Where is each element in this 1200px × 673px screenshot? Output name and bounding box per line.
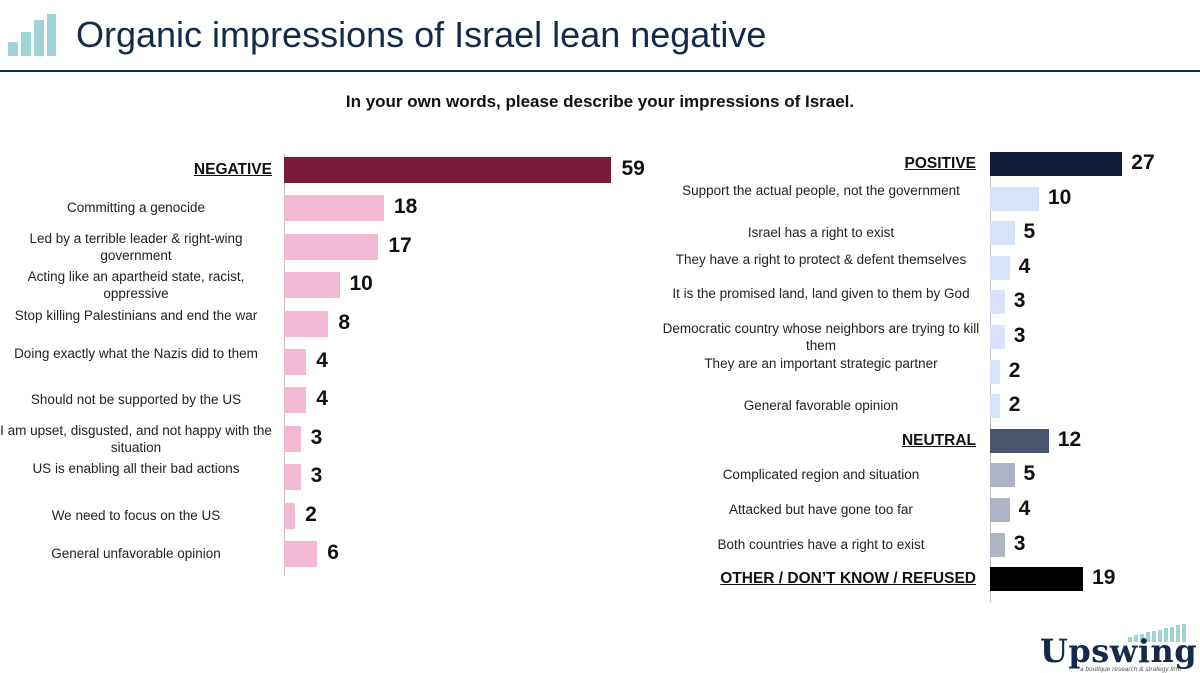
left-value-general-unfavorable-opinion: 6 <box>327 541 339 564</box>
right-bar-general-favorable-opinion <box>990 394 1000 419</box>
right-label-they-have-a-right-to-protect-defent-them: They have a right to protect & defent th… <box>675 251 967 267</box>
right-label-positive: POSITIVE <box>904 155 977 172</box>
left-label-i-am-upset-disgusted-and-not-happy-with-: I am upset, disgusted, and not happy wit… <box>0 422 272 455</box>
right-label-both-countries-have-a-right-to-exist: Both countries have a right to exist <box>717 536 925 552</box>
right-value-neutral: 12 <box>1057 427 1082 451</box>
page-title: Organic impressions of Israel lean negat… <box>76 14 767 55</box>
right-value-complicated-region-and-situation: 5 <box>1023 462 1036 486</box>
left-bar-stop-killing-palestinians-and-end-the-wa <box>284 310 329 337</box>
left-bar-general-unfavorable-opinion <box>284 541 318 567</box>
right-label-neutral: NEUTRAL <box>901 431 976 449</box>
right-bar-neutral <box>990 428 1049 453</box>
left-bar-should-not-be-supported-by-the-us <box>284 387 307 414</box>
left-label-general-unfavorable-opinion: General unfavorable opinion <box>51 546 221 561</box>
right-value-support-the-actual-people-not-the-govern: 10 <box>1048 185 1072 209</box>
right-label-general-favorable-opinion: General favorable opinion <box>743 398 899 414</box>
left-label-negative: NEGATIVE <box>193 161 272 178</box>
left-value-us-is-enabling-all-their-bad-actions: 3 <box>310 464 323 488</box>
title-divider <box>0 70 1200 72</box>
left-value-committing-a-genocide: 18 <box>393 195 418 219</box>
left-label-stop-killing-palestinians-and-end-the-wa: Stop killing Palestinians and end the wa… <box>14 307 258 323</box>
left-bar-committing-a-genocide <box>284 195 384 222</box>
positive-neutral-impressions-chart: POSITIVE 27 Support the actual people, not… <box>660 150 1200 602</box>
left-value-stop-killing-palestinians-and-end-the-wa: 8 <box>338 310 351 334</box>
right-bar-attacked-but-have-gone-too-far <box>990 498 1010 522</box>
left-value-should-not-be-supported-by-the-us: 4 <box>316 387 328 411</box>
brand-name: Upswing <box>1040 632 1198 670</box>
chart-subtitle: In your own words, please describe your … <box>345 92 855 111</box>
left-label-acting-like-an-apartheid-state-racist-op: Acting like an apartheid state, racist, … <box>27 269 245 302</box>
right-bar-it-is-the-promised-land-land-given-to-th <box>990 290 1005 315</box>
right-value-attacked-but-have-gone-too-far: 4 <box>1018 497 1031 520</box>
right-bar-israel-has-a-right-to-exist <box>990 221 1015 246</box>
right-bar-positive <box>990 152 1123 176</box>
left-value-i-am-upset-disgusted-and-not-happy-with-: 3 <box>310 425 323 449</box>
right-label-complicated-region-and-situation: Complicated region and situation <box>722 467 920 483</box>
right-value-israel-has-a-right-to-exist: 5 <box>1023 220 1036 244</box>
right-value-they-are-an-important-strategic-partner: 2 <box>1008 358 1021 382</box>
right-label-attacked-but-have-gone-too-far: Attacked but have gone too far <box>729 502 913 517</box>
left-label-committing-a-genocide: Committing a genocide <box>66 200 206 216</box>
right-label-it-is-the-promised-land-land-given-to-th: It is the promised land, land given to t… <box>672 286 970 302</box>
left-bar-i-am-upset-disgusted-and-not-happy-with- <box>284 425 301 452</box>
left-value-we-need-to-focus-on-the-us: 2 <box>305 502 317 526</box>
right-label-other-don-t-know-refused: OTHER / DON’T KNOW / REFUSED <box>720 570 976 588</box>
right-value-other-don-t-know-refused: 19 <box>1092 566 1116 590</box>
right-bar-they-have-a-right-to-protect-defent-them <box>990 255 1010 280</box>
left-value-acting-like-an-apartheid-state-racist-op: 10 <box>349 272 373 296</box>
left-bar-we-need-to-focus-on-the-us <box>284 502 296 529</box>
left-value-doing-exactly-what-the-nazis-did-to-them: 4 <box>316 349 328 372</box>
brand-tagline: a boutique research & strategy firm <box>1080 666 1182 673</box>
negative-impressions-chart: NEGATIVE 59 Committing a genocide 18 Led by … <box>0 150 680 580</box>
right-value-they-have-a-right-to-protect-defent-them: 4 <box>1018 254 1031 278</box>
right-bar-democratic-country-whose-neighbors-are-t <box>990 325 1005 349</box>
left-value-led-by-a-terrible-leader-right-wing-gove: 17 <box>388 233 412 257</box>
right-bar-both-countries-have-a-right-to-exist <box>990 532 1005 557</box>
left-label-us-is-enabling-all-their-bad-actions: US is enabling all their bad actions <box>32 461 240 477</box>
left-value-negative: 59 <box>621 157 645 180</box>
right-label-they-are-an-important-strategic-partner: They are an important strategic partner <box>704 355 938 371</box>
left-label-doing-exactly-what-the-nazis-did-to-them: Doing exactly what the Nazis did to them <box>14 346 258 361</box>
right-value-general-favorable-opinion: 2 <box>1008 393 1021 417</box>
left-label-we-need-to-focus-on-the-us: We need to focus on the US <box>51 507 221 523</box>
right-bar-other-don-t-know-refused <box>990 567 1084 592</box>
right-value-both-countries-have-a-right-to-exist: 3 <box>1013 531 1026 555</box>
left-bar-led-by-a-terrible-leader-right-wing-gove <box>284 233 379 260</box>
left-bar-acting-like-an-apartheid-state-racist-op <box>284 272 340 299</box>
right-bar-they-are-an-important-strategic-partner <box>990 359 1000 384</box>
left-bar-negative <box>284 157 612 183</box>
right-value-positive: 27 <box>1131 151 1155 174</box>
right-label-democratic-country-whose-neighbors-are-t: Democratic country whose neighbors are t… <box>662 321 980 353</box>
right-bar-complicated-region-and-situation <box>990 463 1015 488</box>
right-value-democratic-country-whose-neighbors-are-t: 3 <box>1013 324 1026 347</box>
right-label-israel-has-a-right-to-exist: Israel has a right to exist <box>747 225 895 241</box>
left-bar-us-is-enabling-all-their-bad-actions <box>284 464 301 491</box>
left-bar-doing-exactly-what-the-nazis-did-to-them <box>284 349 307 375</box>
left-label-led-by-a-terrible-leader-right-wing-gove: Led by a terrible leader & right-wing go… <box>29 230 243 263</box>
right-value-it-is-the-promised-land-land-given-to-th: 3 <box>1013 289 1026 313</box>
right-label-support-the-actual-people-not-the-govern: Support the actual people, not the gover… <box>682 182 960 198</box>
upswing-brand-logo: Upswing a boutique research & strategy f… <box>1040 624 1197 673</box>
left-label-should-not-be-supported-by-the-us: Should not be supported by the US <box>30 392 242 408</box>
brand-bars-icon <box>1128 624 1186 642</box>
right-bar-support-the-actual-people-not-the-govern <box>990 186 1039 211</box>
bar-chart-logo-icon <box>8 14 56 56</box>
